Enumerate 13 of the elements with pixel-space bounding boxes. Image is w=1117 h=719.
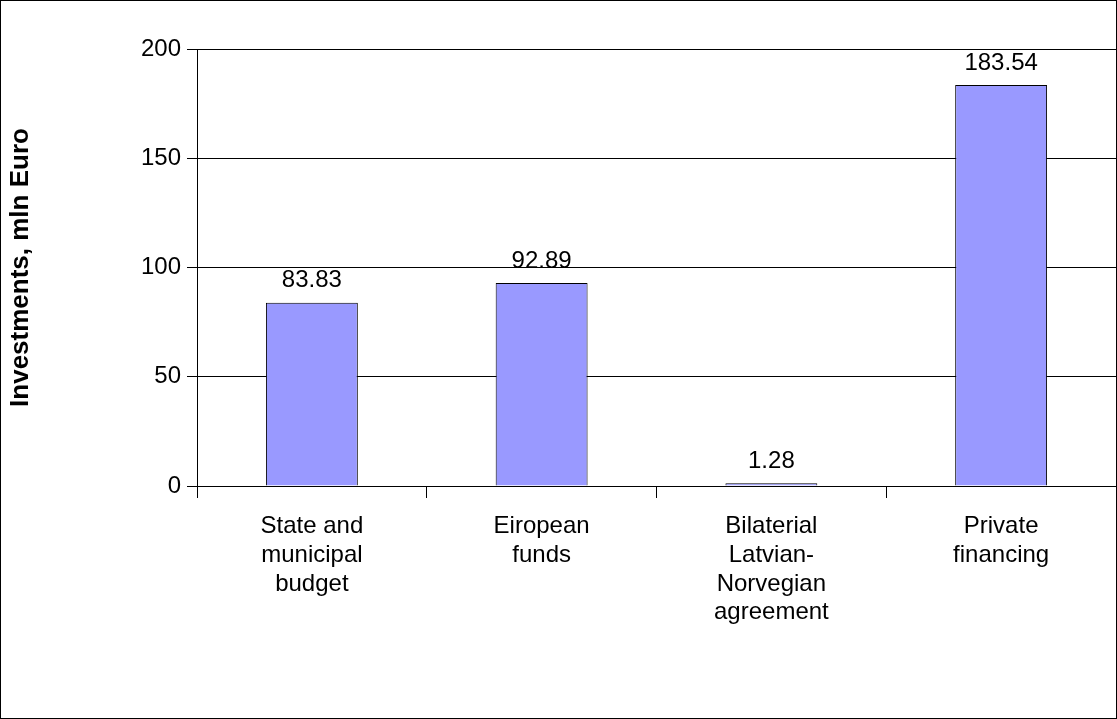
x-tick-label: Bilaterial Latvian-Norvegian agreement: [714, 511, 830, 625]
x-tick-label: State and municipal budget: [260, 511, 364, 596]
y-axis-title: Investments, mln Euro: [3, 128, 34, 407]
y-tick-label: 50: [154, 361, 181, 389]
y-tick-label: 0: [167, 470, 181, 498]
y-tick-label: 200: [140, 33, 181, 61]
x-tick-label: Eiropean funds: [493, 511, 590, 567]
data-label: 83.83: [281, 265, 342, 293]
y-tick-label: 100: [140, 252, 181, 280]
data-label: 1.28: [748, 445, 795, 473]
y-tick-label: 150: [140, 142, 181, 170]
data-label: 183.54: [964, 47, 1038, 75]
x-tick-label: Private financing: [953, 511, 1050, 567]
